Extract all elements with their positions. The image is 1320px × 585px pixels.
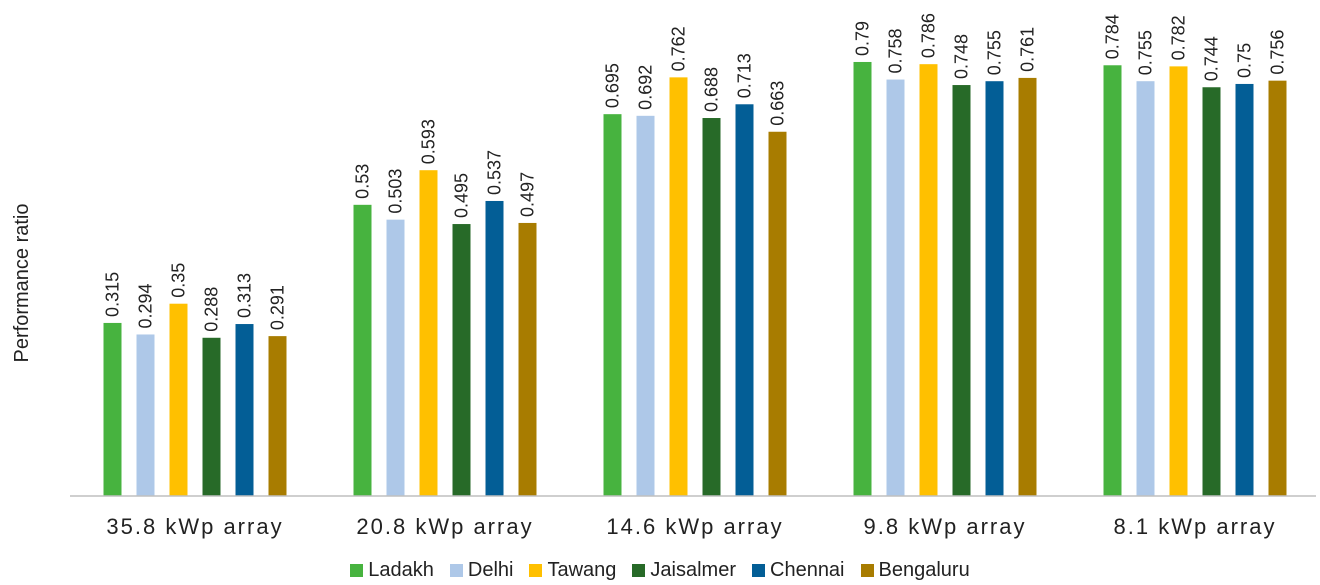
legend-label: Bengaluru bbox=[879, 559, 970, 582]
bar bbox=[1137, 81, 1155, 496]
bar bbox=[453, 224, 471, 496]
data-label: 0.503 bbox=[386, 169, 406, 214]
x-tick-label: 20.8 kWp array bbox=[356, 514, 533, 539]
legend-item: Jaisalmer bbox=[632, 559, 736, 582]
bar bbox=[1104, 65, 1122, 496]
data-label: 0.35 bbox=[169, 263, 189, 298]
bar bbox=[769, 132, 787, 496]
bar bbox=[1269, 81, 1287, 496]
bar bbox=[104, 323, 122, 496]
data-label: 0.786 bbox=[919, 13, 939, 58]
legend-item: Ladakh bbox=[350, 559, 434, 582]
x-tick-label: 9.8 kWp array bbox=[864, 514, 1027, 539]
bar-chart: 0.315 0.294 0.35 0.288 0.313 0.291 0.53 0.503 0.… bbox=[0, 0, 1320, 556]
data-label: 0.313 bbox=[235, 273, 255, 318]
data-label: 0.782 bbox=[1169, 15, 1189, 60]
legend-label: Jaisalmer bbox=[650, 559, 736, 582]
data-label: 0.537 bbox=[485, 150, 505, 195]
data-label: 0.688 bbox=[702, 67, 722, 112]
bar bbox=[986, 81, 1004, 496]
y-axis-label: Performance ratio bbox=[11, 204, 33, 363]
bar bbox=[854, 62, 872, 496]
data-label: 0.758 bbox=[886, 29, 906, 74]
data-label: 0.79 bbox=[853, 21, 873, 56]
legend-label: Ladakh bbox=[368, 559, 434, 582]
legend-label: Tawang bbox=[547, 559, 616, 582]
x-tick-label: 35.8 kWp array bbox=[106, 514, 283, 539]
data-label: 0.755 bbox=[1136, 30, 1156, 75]
data-label: 0.593 bbox=[419, 119, 439, 164]
data-label: 0.762 bbox=[669, 26, 689, 71]
legend-item: Bengaluru bbox=[861, 559, 970, 582]
bar bbox=[736, 104, 754, 496]
data-label: 0.495 bbox=[452, 173, 472, 218]
bar bbox=[1170, 66, 1188, 496]
legend-item: Chennai bbox=[752, 559, 845, 582]
bar bbox=[637, 116, 655, 496]
data-label: 0.756 bbox=[1268, 30, 1288, 75]
data-label: 0.53 bbox=[353, 164, 373, 199]
legend-swatch bbox=[861, 564, 874, 577]
legend-swatch bbox=[450, 564, 463, 577]
bar bbox=[670, 77, 688, 496]
bar bbox=[604, 114, 622, 496]
bar bbox=[519, 223, 537, 496]
bar bbox=[703, 118, 721, 496]
bar bbox=[137, 334, 155, 496]
bar bbox=[269, 336, 287, 496]
data-label: 0.744 bbox=[1202, 36, 1222, 81]
data-label: 0.784 bbox=[1103, 14, 1123, 59]
data-label: 0.288 bbox=[202, 287, 222, 332]
legend-swatch bbox=[529, 564, 542, 577]
data-label: 0.748 bbox=[952, 34, 972, 79]
legend-item: Tawang bbox=[529, 559, 616, 582]
data-label: 0.692 bbox=[636, 65, 656, 110]
data-label: 0.315 bbox=[103, 272, 123, 317]
legend-swatch bbox=[632, 564, 645, 577]
bar bbox=[354, 205, 372, 496]
bar bbox=[387, 220, 405, 496]
bar bbox=[486, 201, 504, 496]
x-tick-label: 14.6 kWp array bbox=[606, 514, 783, 539]
data-label: 0.695 bbox=[603, 63, 623, 108]
legend-swatch bbox=[350, 564, 363, 577]
bar bbox=[236, 324, 254, 496]
x-tick-label: 8.1 kWp array bbox=[1114, 514, 1277, 539]
bars-layer bbox=[104, 62, 1287, 496]
legend-label: Chennai bbox=[770, 559, 845, 582]
data-label: 0.291 bbox=[268, 285, 288, 330]
data-label: 0.497 bbox=[518, 172, 538, 217]
data-label: 0.75 bbox=[1235, 43, 1255, 78]
bar bbox=[887, 80, 905, 496]
data-label: 0.294 bbox=[136, 283, 156, 328]
legend-item: Delhi bbox=[450, 559, 514, 582]
legend-label: Delhi bbox=[468, 559, 514, 582]
data-label: 0.663 bbox=[768, 81, 788, 126]
legend: Ladakh Delhi Tawang Jaisalmer Chennai Bengalu… bbox=[0, 556, 1320, 585]
data-label: 0.713 bbox=[735, 53, 755, 98]
data-label: 0.761 bbox=[1018, 27, 1038, 72]
bar bbox=[170, 304, 188, 496]
data-label: 0.755 bbox=[985, 30, 1005, 75]
bar bbox=[1203, 87, 1221, 496]
bar bbox=[920, 64, 938, 496]
x-tick-labels: 35.8 kWp array 20.8 kWp array 14.6 kWp arr… bbox=[106, 514, 1276, 539]
bar bbox=[203, 338, 221, 496]
bar bbox=[420, 170, 438, 496]
bar bbox=[1236, 84, 1254, 496]
bar bbox=[953, 85, 971, 496]
bar bbox=[1019, 78, 1037, 496]
legend-swatch bbox=[752, 564, 765, 577]
